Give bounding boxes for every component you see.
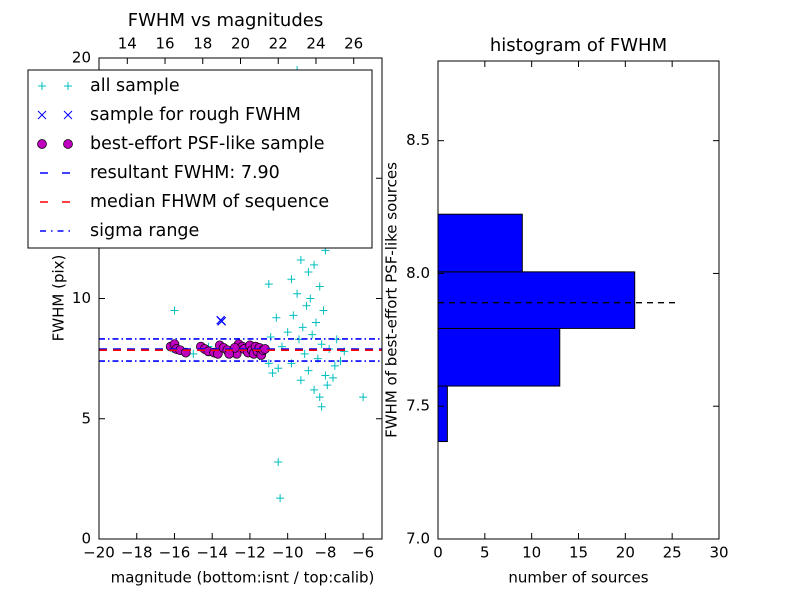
legend-marker [64, 82, 72, 90]
plus-marker [306, 294, 315, 303]
plus-marker [359, 393, 368, 402]
chart-title: histogram of FWHM [490, 35, 667, 56]
x-tick-label: 10 [522, 544, 541, 562]
legend-marker [38, 82, 46, 90]
y-tick-label: 0 [81, 530, 91, 548]
histogram-bar [437, 213, 523, 273]
plus-marker [189, 349, 198, 358]
y-tick-label: 20 [72, 49, 91, 67]
histogram-bar [437, 385, 448, 443]
y-tick-label: 7.0 [406, 530, 430, 548]
plus-marker [293, 289, 302, 298]
x2-tick-label: 20 [231, 35, 250, 53]
x-tick-label: −6 [352, 544, 374, 562]
plus-marker [283, 328, 292, 337]
plus-marker [264, 359, 273, 368]
histogram-bar [437, 271, 636, 329]
x-tick-label: −20 [83, 544, 115, 562]
x-tick-label: 30 [709, 544, 728, 562]
x2-tick-label: 26 [344, 35, 363, 53]
x-tick-label: 5 [480, 544, 490, 562]
plus-marker [300, 349, 309, 358]
legend-label: best-effort PSF-like sample [90, 134, 325, 154]
chart-title: FWHM vs magnitudes [128, 10, 323, 31]
x2-tick-label: 24 [306, 35, 325, 53]
plus-marker [276, 494, 285, 503]
x-marker [217, 316, 227, 326]
legend: all sample sample for rough FWHM best-effo… [27, 69, 373, 249]
plus-marker [323, 381, 332, 390]
legend-marker [37, 110, 47, 120]
x-tick-label: −16 [159, 544, 191, 562]
y-axis-label: FWHM of best-effort PSF-like sources [383, 162, 401, 438]
plus-marker [310, 385, 319, 394]
y-tick-label: 7.5 [406, 397, 430, 415]
y-axis-label: FWHM (pix) [50, 255, 68, 342]
x-tick-label: 20 [616, 544, 635, 562]
x-axis-label: magnitude (bottom:isnt / top:calib) [111, 569, 375, 587]
legend-label: resultant FWHM: 7.90 [90, 163, 280, 183]
plus-marker [272, 313, 281, 322]
x-axis-label: number of sources [508, 569, 648, 587]
x-tick-label: −14 [196, 544, 228, 562]
legend-marker [63, 110, 73, 120]
plus-marker [311, 318, 320, 327]
plus-marker [319, 306, 328, 315]
plus-marker [330, 361, 339, 370]
histogram-bar [437, 327, 561, 387]
plus-marker [317, 340, 326, 349]
y-tick-label: 8.0 [406, 264, 430, 282]
plus-marker [296, 376, 305, 385]
plus-marker [315, 393, 324, 402]
plus-marker [287, 275, 296, 284]
plus-marker [289, 311, 298, 320]
x2-tick-label: 16 [155, 35, 174, 53]
plus-marker [302, 301, 311, 310]
legend-marker [63, 139, 73, 149]
plus-marker [264, 280, 273, 289]
legend-box [27, 69, 373, 249]
x-tick-label: −10 [272, 544, 304, 562]
x2-tick-label: 22 [269, 35, 288, 53]
legend-marker [37, 139, 47, 149]
y-tick-label: 10 [72, 289, 91, 307]
plus-marker [321, 371, 330, 380]
plus-marker [310, 260, 319, 269]
y-tick-label: 5 [81, 409, 91, 427]
plus-marker [328, 373, 337, 382]
x2-tick-label: 18 [193, 35, 212, 53]
legend-label: sample for rough FWHM [90, 105, 301, 125]
x-tick-label: −8 [314, 544, 336, 562]
legend-label: median FHWM of sequence [90, 192, 329, 212]
legend-label: all sample [90, 76, 180, 96]
plus-marker [308, 330, 317, 339]
x2-tick-label: 14 [118, 35, 137, 53]
plus-marker [315, 282, 324, 291]
plus-marker [304, 268, 313, 277]
y-tick-label: 8.5 [406, 131, 430, 149]
x-tick-label: −18 [121, 544, 153, 562]
x-tick-label: 15 [569, 544, 588, 562]
plus-marker [170, 306, 179, 315]
x-tick-label: 0 [433, 544, 443, 562]
plus-marker [266, 332, 275, 341]
plus-marker [298, 323, 307, 332]
plus-marker [268, 369, 277, 378]
plus-marker [304, 366, 313, 375]
x-tick-label: 25 [663, 544, 682, 562]
plus-marker [296, 256, 305, 265]
legend-label: sigma range [90, 221, 199, 241]
plus-marker [274, 364, 283, 373]
x-tick-label: −12 [234, 544, 266, 562]
plus-marker [317, 402, 326, 411]
plus-marker [274, 458, 283, 467]
